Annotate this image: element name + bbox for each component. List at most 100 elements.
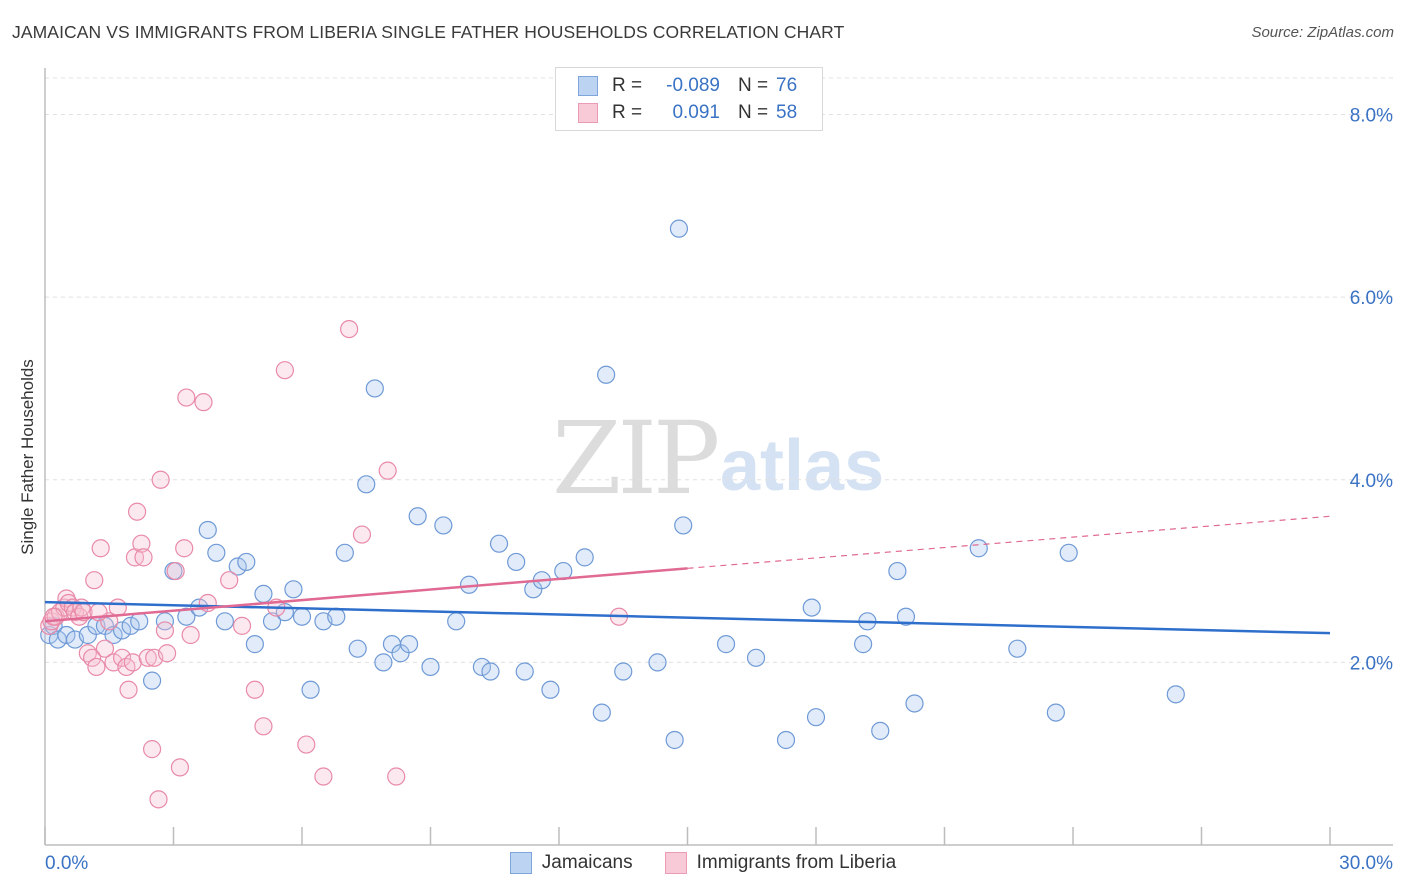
liberia-point <box>134 548 153 567</box>
y-tick-label: 8.0% <box>1350 106 1393 127</box>
jamaican-point <box>447 612 466 631</box>
legend-n-value: 58 <box>776 102 798 123</box>
jamaican-point <box>597 365 616 384</box>
jamaican-point <box>896 607 916 626</box>
jamaican-point <box>112 621 132 640</box>
y-tick-label: 2.0% <box>1350 653 1393 674</box>
legend-r-value: -0.089 <box>666 75 720 96</box>
series-legend: Jamaicans Immigrants from Liberia <box>0 852 1406 874</box>
watermark-zip: ZIP <box>552 400 720 517</box>
liberia-point <box>112 648 132 667</box>
stats-legend: R = -0.089 N = 76 R = 0.091 N = 58 <box>555 67 823 131</box>
jamaican-point <box>776 730 796 750</box>
liberia-point <box>149 790 168 809</box>
liberia-point <box>91 539 110 558</box>
jamaican-point <box>1008 639 1027 658</box>
liberia-point <box>85 571 104 590</box>
jamaican-point <box>489 534 509 553</box>
jamaican-point <box>674 516 693 535</box>
jamaican-point <box>871 721 890 740</box>
jamaicans-trend-line <box>44 600 1331 635</box>
jamaican-point <box>327 607 346 626</box>
liberia-point <box>138 648 157 667</box>
liberia-point <box>155 621 175 640</box>
jamaican-point <box>142 671 162 690</box>
legend-label-jamaicans: Jamaicans <box>541 852 633 873</box>
jamaican-point <box>854 635 873 654</box>
liberia-point <box>166 561 185 581</box>
liberia-point <box>123 653 142 672</box>
jamaican-point <box>348 639 367 658</box>
jamaican-point <box>421 657 440 677</box>
jamaican-point <box>198 520 217 540</box>
source-label: Source: ZipAtlas.com <box>1251 24 1394 41</box>
jamaican-point <box>399 635 419 654</box>
jamaican-point <box>374 653 393 672</box>
legend-item-liberia[interactable]: Immigrants from Liberia <box>664 852 897 874</box>
liberia-trend-extension <box>687 515 1331 569</box>
x-tick-label-max: 30.0% <box>1339 853 1393 874</box>
watermark-atlas: atlas <box>720 426 885 506</box>
legend-n-label: N = <box>738 75 769 96</box>
jamaican-point <box>262 612 282 631</box>
jamaican-point <box>301 680 320 699</box>
liberia-point <box>175 539 194 558</box>
jamaican-point <box>969 539 988 558</box>
chart-title: JAMAICAN VS IMMIGRANTS FROM LIBERIA SING… <box>12 22 845 42</box>
liberia-point <box>220 571 239 590</box>
legend-swatch-liberia <box>578 103 598 123</box>
liberia-point <box>340 320 359 339</box>
liberia-point <box>245 680 264 699</box>
liberia-point <box>95 639 115 658</box>
liberia-point <box>44 607 63 626</box>
jamaican-point <box>905 694 924 713</box>
jamaican-point <box>541 680 560 699</box>
y-tick-label: 4.0% <box>1350 471 1393 492</box>
jamaican-point <box>121 616 140 635</box>
legend-r-value: 0.091 <box>672 102 720 123</box>
jamaican-point <box>507 552 526 572</box>
jamaican-point <box>254 584 273 603</box>
jamaican-point <box>575 548 594 567</box>
liberia-point <box>314 767 333 786</box>
jamaican-point <box>1166 685 1185 704</box>
jamaican-point <box>888 561 907 581</box>
jamaican-point <box>207 543 226 562</box>
jamaican-point <box>472 657 491 677</box>
legend-n-value: 76 <box>776 75 798 96</box>
jamaican-point <box>614 662 633 681</box>
liberia-point <box>157 644 177 663</box>
jamaican-point <box>515 662 534 681</box>
jamaican-point <box>155 612 175 631</box>
liberia-point <box>194 393 213 412</box>
jamaican-point <box>237 552 256 572</box>
jamaican-point <box>434 516 453 535</box>
jamaican-point <box>215 612 234 631</box>
liberia-point <box>119 680 138 699</box>
jamaican-point <box>292 607 312 626</box>
liberia-point <box>127 502 147 521</box>
liberia-point <box>87 657 106 677</box>
legend-swatch-jamaicans <box>578 76 598 96</box>
y-tick-label: 6.0% <box>1350 288 1393 309</box>
legend-label-liberia: Immigrants from Liberia <box>696 852 897 873</box>
jamaican-point <box>746 648 766 667</box>
jamaican-point <box>669 219 689 238</box>
legend-row-jamaicans: R = -0.089 N = 76 <box>578 73 797 99</box>
liberia-point <box>378 461 397 480</box>
jamaican-point <box>648 653 667 672</box>
liberia-point <box>232 616 252 635</box>
legend-r-label: R = <box>612 75 643 96</box>
jamaican-point <box>592 703 611 722</box>
liberia-point <box>83 648 102 667</box>
jamaican-point <box>357 475 376 494</box>
jamaican-point <box>245 635 264 654</box>
jamaican-point <box>802 598 821 617</box>
liberia-point <box>352 525 372 544</box>
liberia-point <box>297 735 316 754</box>
liberia-point <box>151 470 170 489</box>
legend-item-jamaicans[interactable]: Jamaicans <box>509 852 633 874</box>
liberia-point <box>387 767 406 786</box>
legend-n-label: N = <box>738 102 769 123</box>
